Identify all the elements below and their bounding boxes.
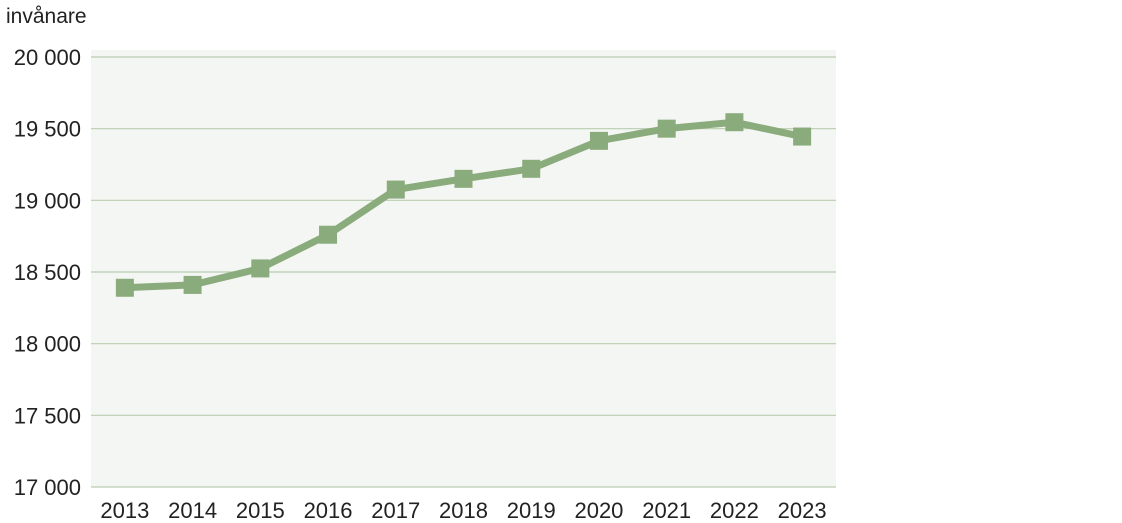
x-tick-label-2021: 2021 <box>642 498 691 523</box>
data-point-2022 <box>725 113 744 132</box>
data-point-2014 <box>183 275 202 294</box>
data-point-2018 <box>454 169 473 188</box>
gridlines <box>91 56 836 488</box>
x-tick-label-2022: 2022 <box>710 498 759 523</box>
series-markers <box>115 113 812 297</box>
y-axis-unit-label: invånare <box>6 5 87 28</box>
x-tick-label-2014: 2014 <box>168 498 217 523</box>
y-tick-label-20000: 20 000 <box>14 45 81 70</box>
x-axis-ticks: 2013 2014 2015 2016 2017 2018 2019 2020 2021 2022… <box>100 498 826 523</box>
plot-area <box>91 50 836 487</box>
data-point-2016 <box>319 225 338 244</box>
x-tick-label-2023: 2023 <box>778 498 827 523</box>
y-tick-label-18500: 18 500 <box>14 260 81 285</box>
y-tick-label-19500: 19 500 <box>14 117 81 142</box>
data-point-2021 <box>657 119 676 138</box>
x-tick-label-2016: 2016 <box>304 498 353 523</box>
data-point-2015 <box>251 259 270 278</box>
data-point-2017 <box>386 180 405 199</box>
y-tick-label-18000: 18 000 <box>14 332 81 357</box>
x-tick-label-2018: 2018 <box>439 498 488 523</box>
y-tick-label-19000: 19 000 <box>14 188 81 213</box>
data-point-2019 <box>522 159 541 178</box>
x-tick-label-2020: 2020 <box>574 498 623 523</box>
x-tick-label-2013: 2013 <box>100 498 149 523</box>
data-point-2023 <box>793 127 812 146</box>
x-tick-label-2017: 2017 <box>371 498 420 523</box>
data-point-2020 <box>589 131 608 150</box>
x-tick-label-2015: 2015 <box>236 498 285 523</box>
data-point-2013 <box>115 278 134 297</box>
y-tick-label-17000: 17 000 <box>14 475 81 500</box>
y-tick-label-17500: 17 500 <box>14 403 81 428</box>
y-axis-ticks: 17 000 17 500 18 000 18 500 19 000 19 500 20 0… <box>14 45 81 500</box>
x-tick-label-2019: 2019 <box>507 498 556 523</box>
